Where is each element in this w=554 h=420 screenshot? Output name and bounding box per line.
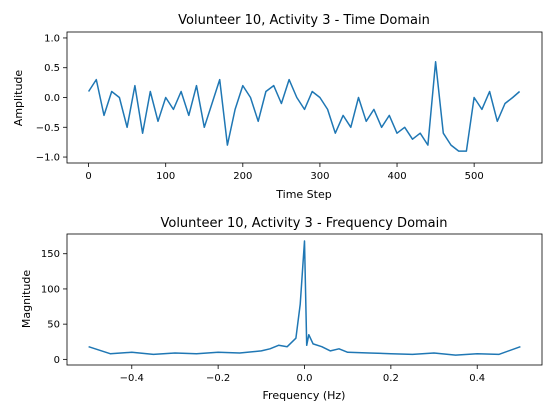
frequency-domain-marks [88, 240, 521, 356]
time-domain-xtick-label: 400 [387, 171, 406, 182]
frequency-domain-xtick-label: 0.2 [383, 373, 399, 384]
time-domain-xtick-label: 300 [310, 171, 329, 182]
time-domain-series-line [87, 61, 521, 152]
frequency-domain-plot: Volunteer 10, Activity 3 - Frequency Dom… [20, 216, 543, 402]
time-domain-ytick-label: −0.5 [36, 123, 60, 134]
frequency-domain-ytick-label: 50 [47, 320, 60, 331]
time-domain-title: Volunteer 10, Activity 3 - Time Domain [178, 13, 430, 28]
frequency-domain-ytick-label: 100 [41, 284, 60, 295]
frequency-domain-series-line [88, 240, 521, 356]
time-domain-xlabel: Time Step [275, 188, 331, 201]
frequency-domain-xlabel: Frequency (Hz) [263, 389, 346, 402]
frequency-domain-ylabel: Magnitude [20, 270, 33, 329]
time-domain-xtick-label: 0 [85, 171, 91, 182]
frequency-domain-ytick-label: 0 [54, 355, 60, 366]
time-domain-ytick-label: −1.0 [36, 153, 60, 164]
time-domain-ytick-label: 1.0 [44, 33, 60, 44]
time-domain-xtick-label: 500 [465, 171, 484, 182]
time-domain-ylabel: Amplitude [12, 70, 25, 127]
time-domain-axes-frame [66, 31, 543, 164]
frequency-domain-xtick-label: 0.0 [297, 373, 313, 384]
frequency-domain-ytick-label: 150 [41, 249, 60, 260]
frequency-domain-axes-frame [66, 233, 543, 366]
time-domain-ytick-label: 0.0 [44, 93, 60, 104]
time-domain-xtick-label: 100 [156, 171, 175, 182]
time-domain-ticks: 0 100 200 300 400 500 −1.0 −0.5 0.0 0.5 1.0 [36, 33, 484, 182]
frequency-domain-title: Volunteer 10, Activity 3 - Frequency Dom… [160, 216, 447, 231]
frequency-domain-xtick-label: 0.4 [469, 373, 485, 384]
frequency-domain-ticks: −0.4 −0.2 0.0 0.2 0.4 0 50 100 150 [41, 249, 485, 384]
time-domain-ytick-label: 0.5 [44, 63, 60, 74]
frequency-domain-xtick-label: −0.2 [206, 373, 230, 384]
time-domain-plot: Volunteer 10, Activity 3 - Time Domain T… [12, 13, 543, 201]
time-domain-xtick-label: 200 [233, 171, 252, 182]
time-domain-marks [87, 61, 521, 152]
frequency-domain-xtick-label: −0.4 [120, 373, 144, 384]
